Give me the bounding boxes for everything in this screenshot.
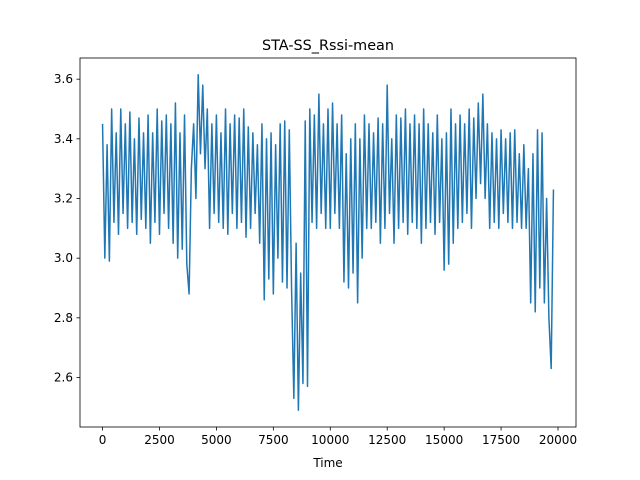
x-tick-label: 10000 bbox=[311, 433, 349, 447]
x-tick-label: 15000 bbox=[425, 433, 463, 447]
x-tick-label: 0 bbox=[99, 433, 107, 447]
x-tick-label: 17500 bbox=[482, 433, 520, 447]
y-tick-label: 2.6 bbox=[54, 370, 73, 384]
y-tick-label: 2.8 bbox=[54, 311, 73, 325]
axes-frame bbox=[79, 57, 577, 428]
x-tick-label: 7500 bbox=[258, 433, 289, 447]
data-line bbox=[101, 73, 555, 412]
y-tick-label: 3.2 bbox=[54, 192, 73, 206]
chart-title: STA-SS_Rssi-mean bbox=[262, 38, 394, 54]
y-tick-label: 3.4 bbox=[54, 132, 73, 146]
x-tick-label: 2500 bbox=[144, 433, 175, 447]
x-tick-label: 20000 bbox=[539, 433, 577, 447]
x-tick-label: 5000 bbox=[201, 433, 232, 447]
y-tick-label: 3.6 bbox=[54, 72, 73, 86]
x-tick-label: 12500 bbox=[368, 433, 406, 447]
y-tick-label: 3.0 bbox=[54, 251, 73, 265]
x-axis-label: Time bbox=[312, 456, 342, 470]
